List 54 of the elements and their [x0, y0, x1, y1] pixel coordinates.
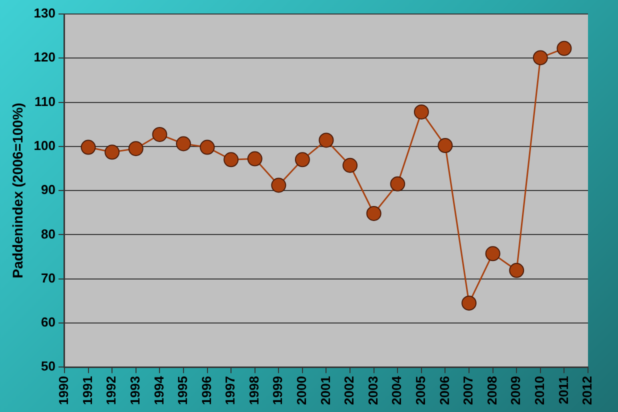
y-tick-label: 60: [41, 314, 56, 330]
point: [556, 40, 572, 56]
x-tick-label: 2006: [436, 376, 452, 405]
point: [104, 144, 120, 160]
point: [200, 140, 215, 155]
point: [390, 176, 406, 192]
y-tick-label: 110: [34, 94, 56, 109]
point: [80, 140, 96, 155]
point: [128, 141, 144, 156]
y-tick-label: 90: [41, 182, 56, 198]
x-tick-label: 1991: [80, 376, 95, 405]
point: [532, 50, 548, 66]
point: [414, 104, 429, 120]
x-tick-label: 2002: [342, 376, 357, 405]
x-tick-label: 2003: [365, 376, 380, 405]
x-tick-label: 1999: [270, 376, 286, 405]
x-tick-label: 2010: [532, 376, 547, 405]
y-axis-title: Paddenindex (2006=100%): [9, 102, 26, 278]
x-tick-label: 2001: [318, 376, 333, 405]
point: [342, 158, 358, 173]
point: [462, 296, 477, 311]
x-tick-label: 2012: [580, 376, 595, 405]
point: [318, 132, 334, 148]
point: [438, 138, 453, 154]
point: [247, 151, 262, 166]
x-tick-label: 2007: [460, 376, 476, 405]
x-tick-label: 1990: [56, 376, 72, 405]
x-tick-label: 2004: [389, 375, 404, 405]
x-tick-label: 1998: [246, 376, 262, 405]
x-tick-label: 2011: [556, 376, 571, 404]
x-tick-label: 1993: [127, 376, 142, 405]
x-tick-label: 1995: [175, 376, 190, 405]
x-tick-label: 2008: [484, 376, 500, 405]
x-tick-label: 2000: [294, 376, 310, 405]
x-tick-label: 1997: [222, 376, 238, 405]
point: [485, 246, 500, 262]
point: [176, 136, 191, 152]
point: [271, 178, 286, 193]
x-tick-label: 2009: [508, 376, 524, 405]
x-tick-label: 1996: [198, 376, 214, 405]
point: [294, 152, 310, 168]
x-tick-label: 1994: [151, 375, 166, 405]
x-tick-label: 1992: [104, 376, 119, 405]
y-tick-label: 50: [41, 358, 56, 374]
y-tick-label: 70: [41, 270, 56, 286]
y-tick-label: 80: [41, 226, 56, 242]
point: [224, 152, 239, 168]
point: [366, 206, 382, 221]
y-tick-label: 100: [34, 138, 56, 153]
y-tick-label: 130: [34, 6, 56, 21]
point: [509, 262, 524, 278]
point: [152, 126, 168, 142]
y-tick-label: 120: [34, 50, 56, 65]
x-tick-label: 2005: [413, 376, 428, 405]
